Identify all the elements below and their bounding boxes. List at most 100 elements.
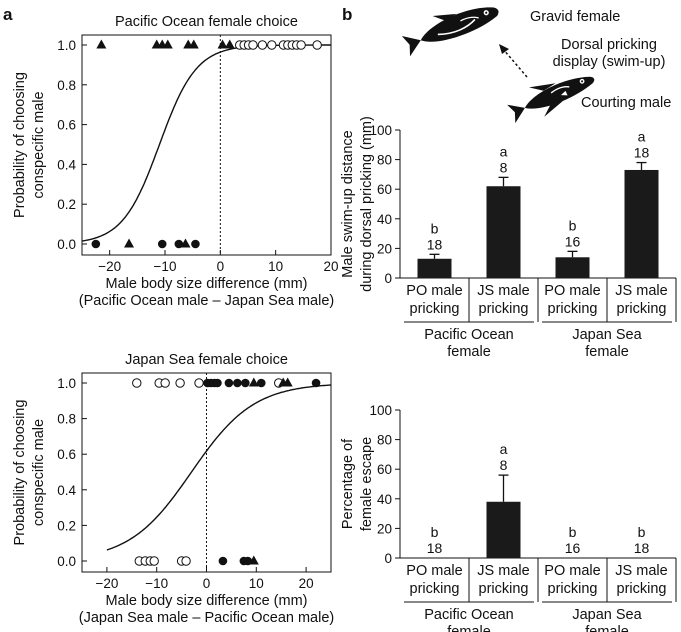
bar xyxy=(418,259,452,278)
y-tick-label: 100 xyxy=(369,403,392,418)
bar xyxy=(556,257,590,278)
scatter-chart-1: 0.00.20.40.60.81.0−20 −10 0 10 20Japan Sea f… xyxy=(12,352,334,626)
sample-size-label: 18 xyxy=(427,236,443,252)
panel-label-a: a xyxy=(3,5,13,24)
y-axis-sublabel: conspecific male xyxy=(31,419,47,526)
category-sublabel: pricking xyxy=(548,581,598,597)
category-sublabel: pricking xyxy=(410,581,460,597)
courting-male-label: Courting male xyxy=(581,95,671,111)
y-tick-label: 0.4 xyxy=(57,483,76,498)
y-tick-label: 1.0 xyxy=(57,38,76,53)
data-point-filled-circle xyxy=(257,379,266,388)
data-point-open-circle xyxy=(313,41,321,49)
y-axis-label: Percentage of xyxy=(340,438,356,529)
y-tick-label: 1.0 xyxy=(57,376,76,391)
swim-up-arrowhead-icon xyxy=(499,44,509,54)
data-point-filled-circle xyxy=(225,379,234,388)
data-point-filled-circle xyxy=(233,379,242,388)
sample-size-label: 18 xyxy=(634,145,650,161)
category-sublabel: pricking xyxy=(479,301,529,317)
group-sublabel: female xyxy=(585,624,629,632)
y-tick-label: 0.6 xyxy=(57,118,76,133)
category-label: JS male xyxy=(615,283,667,299)
significance-letter: b xyxy=(431,524,439,540)
sample-size-label: 16 xyxy=(565,540,581,556)
gravid-female-label: Gravid female xyxy=(530,9,620,25)
y-tick-label: 0.0 xyxy=(57,554,76,569)
bar xyxy=(487,186,521,278)
group-label: Japan Sea xyxy=(572,607,642,623)
y-tick-label: 0 xyxy=(384,551,392,566)
category-label: PO male xyxy=(544,563,600,579)
data-point-filled-circle xyxy=(213,379,222,388)
category-label: PO male xyxy=(544,283,600,299)
x-tick-label: 20 xyxy=(323,259,338,274)
significance-letter: b xyxy=(431,220,439,236)
x-tick-label: −10 xyxy=(154,259,177,274)
dorsal-pricking-label: Dorsal pricking xyxy=(561,37,657,53)
x-tick-label: −20 xyxy=(98,259,121,274)
data-point-open-circle xyxy=(297,41,305,49)
sample-size-label: 18 xyxy=(634,540,650,556)
y-tick-label: 80 xyxy=(377,153,392,168)
x-tick-label: 20 xyxy=(299,576,314,591)
group-label: Pacific Ocean xyxy=(424,607,513,623)
group-sublabel: female xyxy=(447,624,491,632)
courtship-diagram: Gravid female Dorsal pricking display (s… xyxy=(399,0,671,129)
x-axis-label: Male body size difference (mm) xyxy=(105,276,307,292)
x-tick-label: −20 xyxy=(95,576,118,591)
y-axis-label: Probability of choosing xyxy=(12,72,28,218)
sample-size-label: 8 xyxy=(500,159,508,175)
x-tick-label: 0 xyxy=(217,259,225,274)
logistic-fit-curve xyxy=(82,45,331,241)
data-point-triangle xyxy=(96,40,106,49)
bar-chart-3: 02040608010018bPO malepricking8aJS malep… xyxy=(340,403,676,632)
category-sublabel: pricking xyxy=(479,581,529,597)
category-sublabel: pricking xyxy=(617,301,667,317)
bar xyxy=(487,502,521,558)
y-axis-sublabel: conspecific male xyxy=(31,91,47,198)
data-point-filled-circle xyxy=(312,379,321,388)
category-label: JS male xyxy=(477,563,529,579)
significance-letter: a xyxy=(500,143,508,159)
sample-size-label: 16 xyxy=(565,233,581,249)
data-point-open-circle xyxy=(150,557,158,565)
x-axis-sublabel: (Pacific Ocean male – Japan Sea male) xyxy=(79,293,335,309)
data-point-open-circle xyxy=(182,557,190,565)
x-tick-label: −10 xyxy=(145,576,168,591)
data-point-open-circle xyxy=(176,379,184,387)
x-axis-sublabel: (Japan Sea male – Pacific Ocean male) xyxy=(79,610,335,626)
significance-letter: b xyxy=(569,217,577,233)
y-tick-label: 0.4 xyxy=(57,157,76,172)
chart-title: Japan Sea female choice xyxy=(125,352,288,368)
y-tick-label: 0.2 xyxy=(57,518,76,533)
data-point-triangle xyxy=(124,239,134,248)
y-axis-sublabel: during dorsal pricking (mm) xyxy=(359,116,375,292)
y-axis-sublabel: female escape xyxy=(359,437,375,531)
data-point-open-circle xyxy=(268,41,276,49)
significance-letter: a xyxy=(638,129,646,145)
y-tick-label: 0 xyxy=(384,271,392,286)
data-point-triangle xyxy=(225,40,235,49)
dorsal-pricking-sublabel: display (swim-up) xyxy=(553,54,666,70)
category-label: PO male xyxy=(406,283,462,299)
category-label: JS male xyxy=(477,283,529,299)
group-sublabel: female xyxy=(447,344,491,360)
group-label: Pacific Ocean xyxy=(424,327,513,343)
data-point-filled-circle xyxy=(219,557,228,566)
significance-letter: b xyxy=(638,524,646,540)
y-tick-label: 0.8 xyxy=(57,412,76,427)
data-point-filled-circle xyxy=(191,240,200,249)
sample-size-label: 8 xyxy=(500,457,508,473)
y-tick-label: 40 xyxy=(377,492,392,507)
scatter-chart-0: 0.0 0.2 0.4 0.6 0.8 1.0 −20 −10 0 10 20 Pacific Oce… xyxy=(12,14,339,309)
chart-title: Pacific Ocean female choice xyxy=(115,14,298,30)
data-point-open-circle xyxy=(161,379,169,387)
y-tick-label: 0.6 xyxy=(57,447,76,462)
y-tick-label: 0.8 xyxy=(57,78,76,93)
category-label: JS male xyxy=(615,563,667,579)
significance-letter: a xyxy=(500,441,508,457)
x-axis-label: Male body size difference (mm) xyxy=(105,593,307,609)
